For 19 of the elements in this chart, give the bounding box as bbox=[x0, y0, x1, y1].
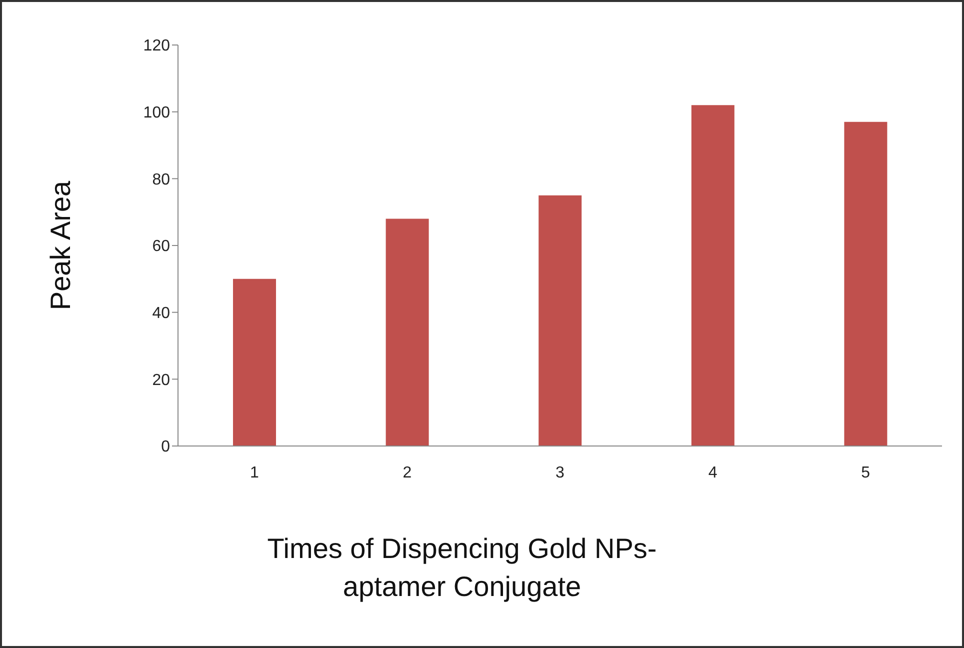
y-tick-label: 20 bbox=[152, 372, 170, 389]
y-tick-label: 60 bbox=[152, 238, 170, 256]
y-axis-title: Peak Area bbox=[44, 180, 76, 310]
x-tick-label: 1 bbox=[250, 464, 259, 482]
bar bbox=[386, 218, 429, 446]
bar bbox=[691, 105, 734, 446]
bar bbox=[233, 278, 276, 446]
bar bbox=[844, 122, 888, 446]
x-axis-title: Times of Dispencing Gold NPs-aptamer Conjugate bbox=[266, 532, 658, 604]
bar bbox=[538, 195, 582, 446]
y-tick-label: 0 bbox=[161, 438, 170, 456]
x-tick-label: 5 bbox=[861, 464, 870, 482]
y-tick-label: 80 bbox=[152, 171, 170, 188]
x-tick-label: 2 bbox=[402, 464, 412, 482]
y-tick-label: 120 bbox=[143, 38, 170, 55]
x-tick-label: 3 bbox=[556, 464, 565, 482]
y-tick-label: 40 bbox=[152, 305, 170, 322]
x-tick-label: 4 bbox=[708, 464, 718, 482]
y-tick-label: 100 bbox=[143, 104, 170, 122]
